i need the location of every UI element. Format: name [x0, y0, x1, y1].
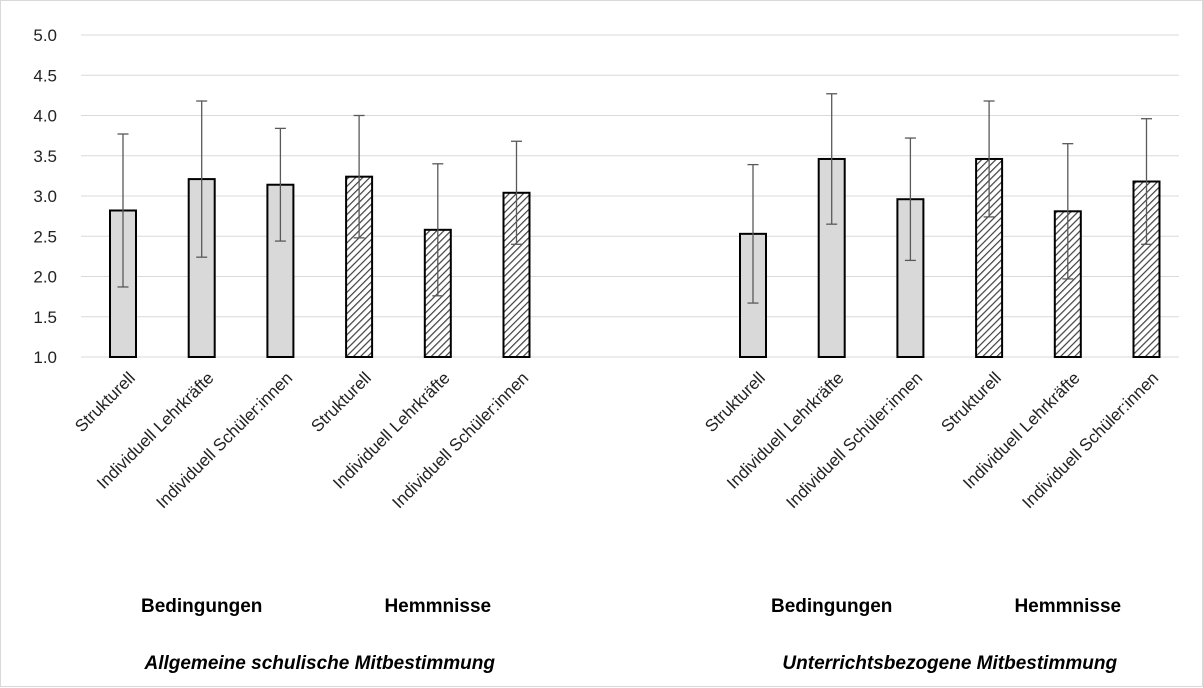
gridlines — [81, 34, 1179, 358]
x-category-label: Individuell Schüler:innen — [1019, 368, 1163, 512]
section-label: Allgemeine schulische Mitbestimmung — [143, 653, 495, 674]
group-labels: Bedingungen Hemmnisse Bedingungen Hemmnisse — [141, 596, 1121, 617]
y-tick-label: 1.5 — [33, 308, 57, 327]
y-tick-label: 3.5 — [33, 147, 57, 166]
x-category-label: Strukturell — [937, 368, 1005, 436]
x-category-label: Individuell Schüler:innen — [152, 368, 296, 512]
bar-hatched — [502, 191, 531, 358]
section-label: Unterrichtsbezogene Mitbestimmung — [782, 653, 1117, 674]
x-category-label: Strukturell — [307, 368, 375, 436]
group-label: Bedingungen — [771, 596, 892, 617]
y-tick-label: 4.0 — [33, 107, 57, 126]
bars — [109, 157, 1161, 359]
error-bars — [117, 93, 1152, 304]
y-tick-label: 2.0 — [33, 268, 57, 287]
y-tick-label: 1.0 — [33, 348, 57, 367]
x-category-label: Individuell Schüler:innen — [389, 368, 533, 512]
x-category-label: Individuell Schüler:innen — [782, 368, 926, 512]
section-labels: Allgemeine schulische Mitbestimmung Unter… — [143, 653, 1117, 674]
y-tick-label: 3.0 — [33, 187, 57, 206]
group-label: Hemmnisse — [384, 596, 491, 617]
x-category-label: Strukturell — [701, 368, 769, 436]
group-label: Bedingungen — [141, 596, 262, 617]
y-tick-label: 5.0 — [33, 26, 57, 45]
y-tick-label: 4.5 — [33, 66, 57, 85]
group-label: Hemmnisse — [1014, 596, 1121, 617]
y-axis-tick-labels: 1.0 1.5 2.0 2.5 3.0 3.5 4.0 4.5 5.0 — [33, 26, 57, 367]
y-tick-label: 2.5 — [33, 227, 57, 246]
bar-hatched — [1132, 180, 1161, 358]
x-category-label: Strukturell — [71, 368, 139, 436]
